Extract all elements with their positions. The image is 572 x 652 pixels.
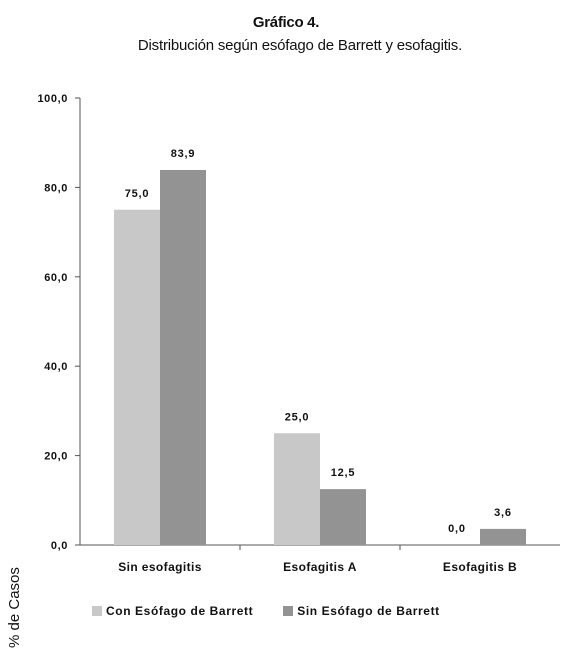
x-tick-label: Esofagitis B (443, 560, 517, 574)
data-label: 3,6 (494, 507, 512, 519)
chart-title: Gráfico 4. (252, 14, 320, 31)
x-tick-label: Esofagitis A (283, 560, 357, 574)
bar (160, 169, 206, 546)
legend-item-sin-barrett: Sin Esófago de Barrett (283, 604, 440, 618)
bar (480, 528, 526, 545)
data-label: 75,0 (125, 188, 150, 200)
chart-subtitle: Distribución según esófago de Barrett y … (137, 37, 463, 54)
x-tick-label: Sin esofagitis (118, 560, 202, 574)
y-tick-label: 40,0 (44, 361, 68, 373)
data-label: 0,0 (448, 523, 466, 535)
bar (114, 209, 160, 545)
data-label: 25,0 (285, 411, 310, 423)
bar (320, 489, 366, 545)
y-tick-label: 0,0 (51, 540, 68, 552)
y-tick-label: 60,0 (44, 272, 68, 284)
y-tick-label: 20,0 (44, 451, 68, 463)
data-label: 12,5 (331, 467, 356, 479)
legend-label-con-barrett: Con Esófago de Barrett (106, 604, 254, 618)
y-tick-label: 100,0 (37, 93, 68, 105)
legend-item-con-barrett: Con Esófago de Barrett (92, 604, 253, 618)
legend-label-sin-barrett: Sin Esófago de Barrett (297, 604, 440, 618)
legend-swatch-sin-barrett (283, 606, 294, 616)
data-label: 83,9 (171, 148, 196, 160)
legend-swatch-con-barrett (92, 606, 102, 616)
bar (274, 433, 320, 545)
y-tick-label: 80,0 (44, 182, 68, 194)
legend: Con Esófago de Barrett Sin Esófago de Ba… (92, 604, 440, 618)
